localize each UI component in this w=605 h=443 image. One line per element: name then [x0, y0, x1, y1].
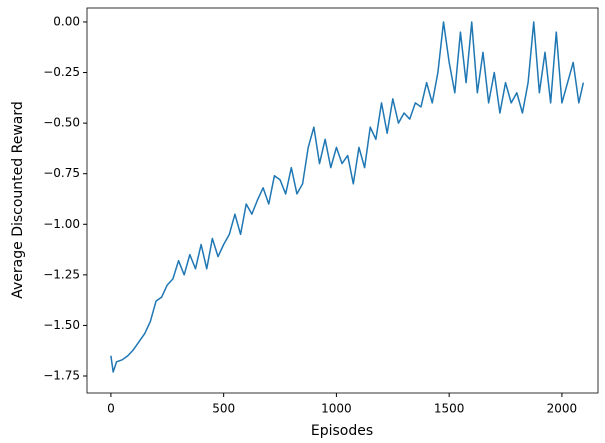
y-tick-label: −0.50: [43, 116, 80, 130]
y-tick-label: −1.75: [43, 369, 80, 383]
x-tick-label: 0: [107, 402, 115, 416]
y-tick-label: −1.00: [43, 217, 80, 231]
y-tick-label: −0.25: [43, 65, 80, 79]
y-tick-label: 0.00: [53, 14, 80, 28]
x-tick-label: 1500: [434, 402, 465, 416]
y-axis-label: Average Discounted Reward: [10, 101, 26, 299]
x-tick-label: 500: [212, 402, 235, 416]
plot-frame: [86, 7, 599, 394]
x-tick-label: 2000: [547, 402, 578, 416]
x-axis-label: Episodes: [311, 423, 373, 439]
y-tick-label: −0.75: [43, 166, 80, 180]
x-tick-label: 1000: [321, 402, 352, 416]
y-tick-label: −1.50: [43, 318, 80, 332]
y-tick-label: −1.25: [43, 267, 80, 281]
line-series: [110, 21, 585, 373]
